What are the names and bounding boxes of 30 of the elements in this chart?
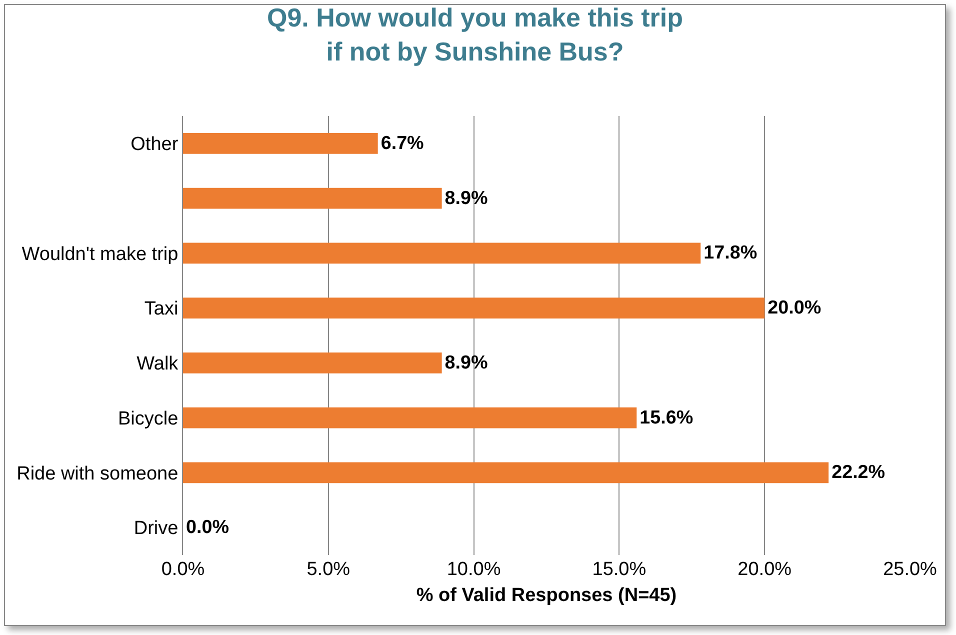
data-label: 8.9%: [444, 186, 488, 208]
y-tick-label: Wouldn't make trip: [22, 244, 178, 265]
bar: [183, 242, 701, 264]
y-tick-label: Walk: [136, 354, 179, 375]
x-tick-label: 15.0%: [592, 559, 646, 580]
data-label: 17.8%: [704, 242, 758, 263]
x-tick-label: 5.0%: [306, 559, 350, 580]
y-tick-label: Ride with someone: [16, 463, 178, 484]
data-label: 0.0%: [186, 516, 230, 538]
x-tick-label: 0.0%: [161, 559, 205, 580]
x-axis-title: % of Valid Responses (N=45): [416, 584, 677, 606]
bar: [183, 188, 442, 209]
data-label: 15.6%: [640, 406, 694, 428]
data-label: 6.7%: [380, 132, 424, 153]
data-label: 22.2%: [832, 461, 886, 482]
bar: [183, 133, 378, 154]
bar: [183, 407, 637, 428]
bar: [183, 462, 829, 484]
chart-title: Q9. How would you make this trip if not by Sunshine Bus?: [266, 2, 684, 66]
y-tick-label: Taxi: [144, 298, 178, 320]
bar: [183, 298, 765, 318]
x-tick-label: 10.0%: [446, 559, 501, 580]
x-tick-label: 20.0%: [738, 559, 792, 580]
data-label: 20.0%: [768, 296, 822, 318]
x-tick-label: 25.0%: [883, 559, 938, 580]
y-tick-label: Other: [130, 134, 179, 156]
y-tick-label: Bicycle: [118, 408, 178, 430]
bar: [183, 352, 442, 374]
y-tick-label: Drive: [134, 518, 178, 540]
data-label: 8.9%: [444, 351, 488, 372]
